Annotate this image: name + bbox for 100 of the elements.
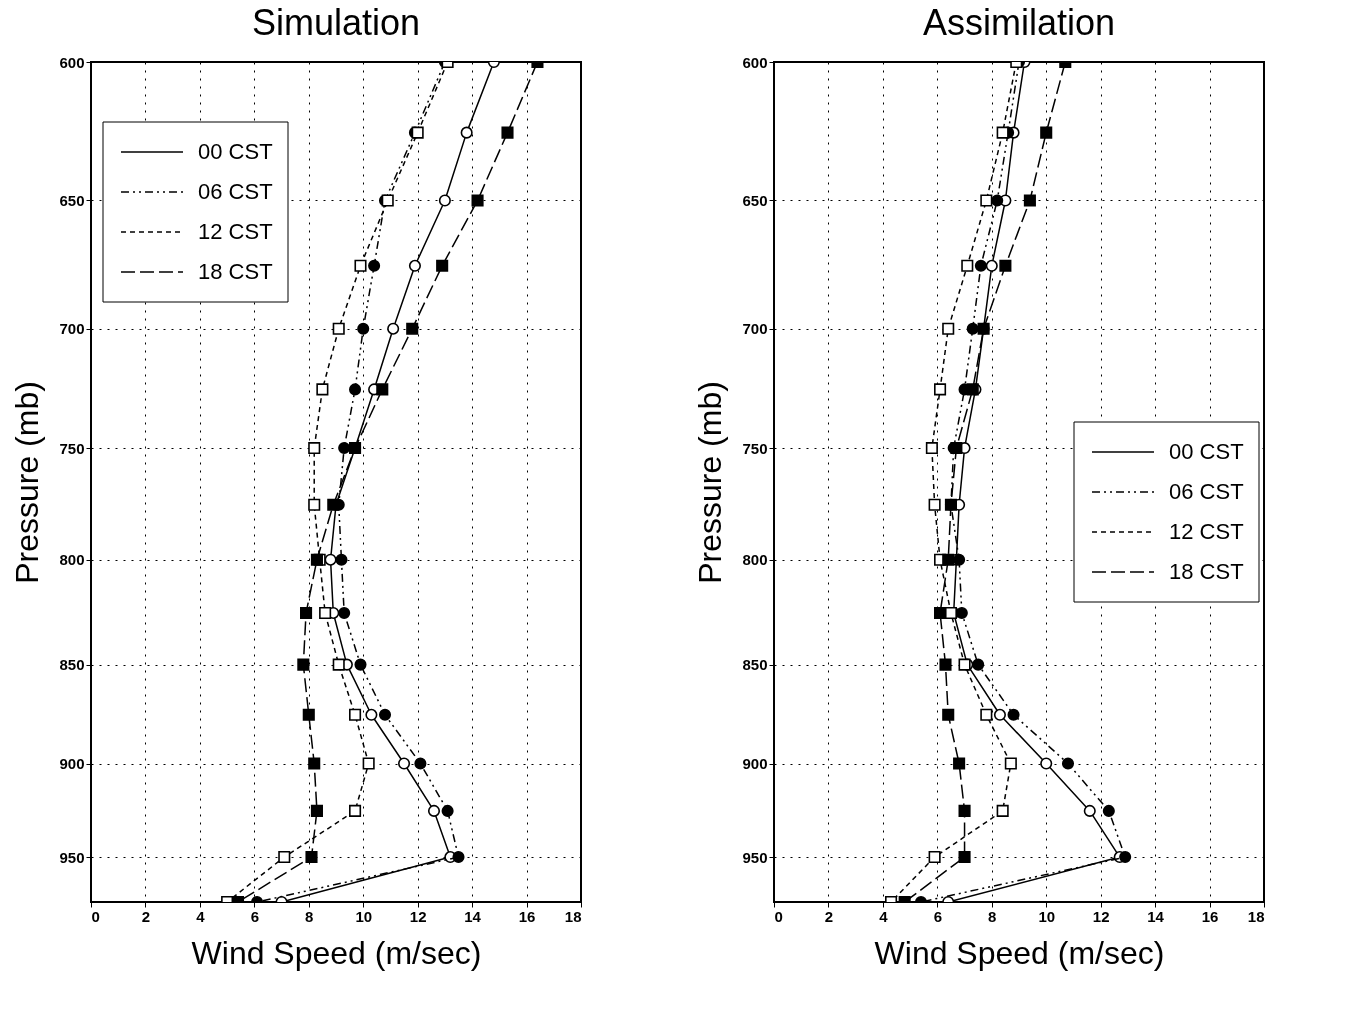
point: [302, 708, 315, 721]
y-tick-label: 950: [59, 848, 85, 866]
x-axis-title: Wind Speed (m/sec): [874, 934, 1165, 971]
point: [928, 851, 941, 864]
point: [996, 804, 1009, 817]
chart-title: Assimilation: [922, 2, 1116, 43]
point: [308, 498, 321, 511]
point: [354, 658, 367, 671]
point: [297, 658, 310, 671]
y-tick-label: 850: [742, 656, 768, 674]
x-tick-label: 4: [879, 907, 889, 925]
point: [324, 553, 337, 566]
x-tick-label: 18: [1247, 907, 1265, 925]
point: [966, 322, 979, 335]
point: [1023, 194, 1036, 207]
point: [958, 804, 971, 817]
legend-label: 18 CST: [1169, 559, 1244, 584]
point: [471, 194, 484, 207]
y-tick-label: 800: [742, 551, 768, 569]
point: [955, 606, 968, 620]
x-tick-label: 0: [774, 907, 783, 925]
point: [310, 804, 323, 817]
point: [958, 851, 971, 864]
point: [305, 851, 318, 864]
point: [991, 194, 1004, 207]
point: [316, 383, 329, 396]
chart-title: Simulation: [251, 2, 421, 43]
legend-label: 06 CST: [198, 179, 273, 204]
point: [349, 804, 362, 817]
legend-label: 00 CST: [198, 139, 273, 164]
y-axis-title: Pressure (mb): [9, 381, 46, 584]
y-tick-label: 700: [742, 320, 768, 338]
point: [300, 606, 313, 620]
point: [934, 606, 947, 620]
y-tick-label: 650: [742, 191, 768, 209]
y-tick-label: 900: [59, 755, 85, 773]
point: [942, 708, 955, 721]
x-tick-label: 6: [250, 907, 260, 925]
y-tick-label: 650: [59, 191, 85, 209]
point: [349, 708, 362, 721]
point: [1102, 804, 1115, 817]
point: [942, 322, 955, 335]
x-tick-label: 12: [1092, 907, 1110, 925]
x-tick-label: 4: [196, 907, 206, 925]
point: [1007, 708, 1020, 721]
point: [460, 126, 473, 139]
x-tick-label: 10: [1038, 907, 1056, 925]
point: [354, 259, 367, 272]
legend-label: 00 CST: [1169, 439, 1244, 464]
point: [357, 322, 370, 335]
point: [436, 259, 449, 272]
point: [398, 757, 411, 770]
y-tick-label: 600: [59, 53, 85, 71]
point: [414, 757, 427, 770]
y-tick-label: 750: [742, 439, 768, 457]
point: [1119, 851, 1132, 864]
point: [1004, 757, 1017, 770]
point: [1040, 757, 1053, 770]
point: [1061, 757, 1075, 770]
legend-label: 06 CST: [1169, 479, 1244, 504]
legend-label: 12 CST: [1169, 519, 1244, 544]
point: [308, 757, 321, 770]
point: [934, 383, 947, 396]
x-tick-label: 2: [824, 907, 834, 925]
point: [928, 498, 941, 511]
point: [996, 126, 1009, 139]
point: [972, 658, 985, 671]
point: [925, 442, 938, 455]
point: [441, 804, 454, 817]
point: [1040, 126, 1053, 139]
x-tick-label: 16: [518, 907, 536, 925]
point: [408, 259, 421, 272]
y-tick-label: 750: [59, 439, 85, 457]
point: [980, 194, 993, 207]
point: [427, 804, 441, 817]
legend-label: 12 CST: [198, 219, 273, 244]
point: [332, 322, 345, 335]
y-tick-label: 900: [742, 755, 768, 773]
point: [985, 259, 998, 272]
point: [338, 606, 351, 620]
x-tick-label: 8: [988, 907, 997, 925]
point: [335, 553, 348, 566]
point: [349, 383, 362, 396]
x-tick-label: 10: [355, 907, 373, 925]
x-tick-label: 8: [305, 907, 314, 925]
y-tick-label: 600: [742, 53, 768, 71]
point: [308, 442, 321, 455]
point: [961, 259, 974, 272]
x-tick-label: 14: [1147, 907, 1165, 925]
point: [368, 259, 381, 272]
point: [501, 126, 514, 139]
x-axis-title: Wind Speed (m/sec): [191, 934, 482, 971]
x-tick-label: 14: [464, 907, 482, 925]
point: [319, 606, 332, 620]
point: [974, 259, 987, 272]
point: [942, 553, 955, 566]
point: [980, 708, 993, 721]
legend-label: 18 CST: [198, 259, 273, 284]
point: [378, 708, 392, 721]
point: [993, 708, 1006, 721]
